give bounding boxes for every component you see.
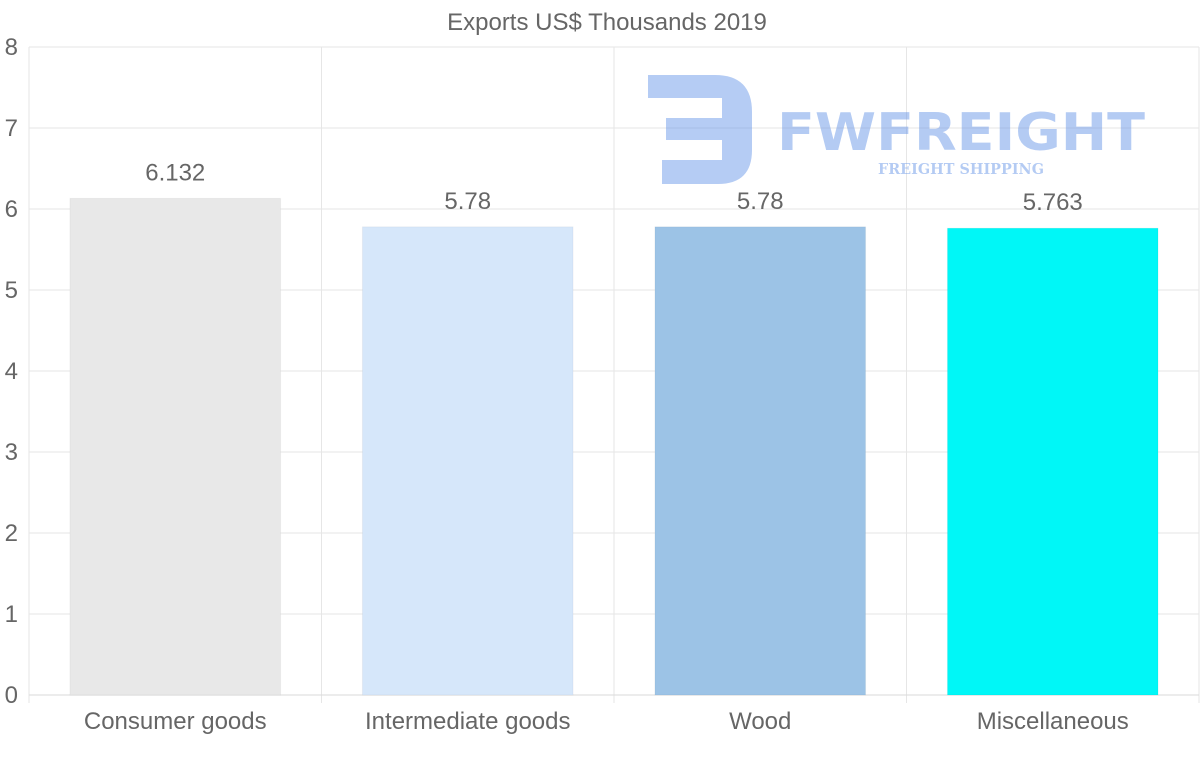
labels-layer: 6.132 Consumer goods 5.78 Intermediate good…	[84, 159, 1129, 735]
y-tick-label: 1	[5, 601, 18, 628]
y-tick-label: 7	[5, 115, 18, 142]
data-label: 5.78	[444, 188, 491, 215]
chart-title: Exports US$ Thousands 2019	[447, 9, 767, 36]
watermark-logo: FWFREIGHT FREIGHT SHIPPING	[648, 75, 1146, 184]
data-label: 5.763	[1023, 189, 1083, 216]
x-tick-label: Intermediate goods	[365, 708, 570, 735]
x-tick-label: Consumer goods	[84, 708, 267, 735]
y-tick-label: 8	[5, 34, 18, 61]
bar-wood[interactable]	[654, 226, 867, 696]
y-tick-label: 5	[5, 277, 18, 304]
fwfreight-logo-icon	[648, 75, 752, 184]
data-label: 6.132	[145, 159, 205, 186]
watermark-tagline: FREIGHT SHIPPING	[878, 160, 1044, 178]
bar-consumer-goods[interactable]	[69, 197, 282, 696]
x-tick-label: Wood	[729, 708, 791, 735]
y-tick-label: 4	[5, 358, 18, 385]
x-tick-label: Miscellaneous	[977, 708, 1129, 735]
y-tick-label: 2	[5, 520, 18, 547]
data-label: 5.78	[737, 188, 784, 215]
y-tick-label: 0	[5, 682, 18, 709]
y-tick-label: 6	[5, 196, 18, 223]
watermark-brand: FWFREIGHT	[777, 103, 1146, 163]
bar-miscellaneous[interactable]	[946, 227, 1159, 696]
bar-intermediate-goods[interactable]	[361, 226, 574, 696]
bars-layer	[69, 197, 1159, 696]
y-tick-label: 3	[5, 439, 18, 466]
